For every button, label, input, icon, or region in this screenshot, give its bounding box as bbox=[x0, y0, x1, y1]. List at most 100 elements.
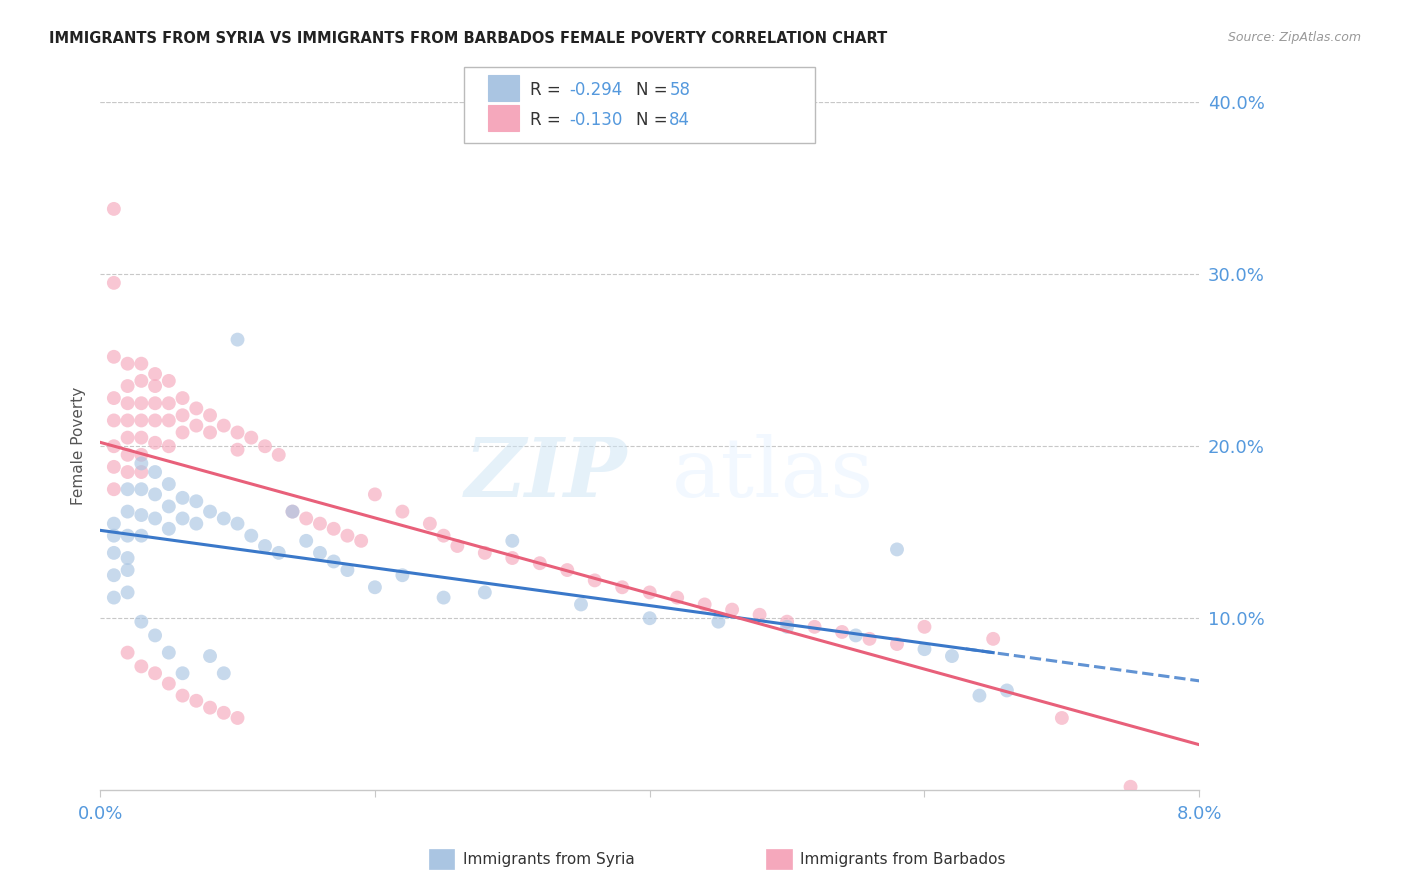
Point bbox=[226, 442, 249, 457]
Point bbox=[117, 448, 139, 462]
Point bbox=[364, 487, 387, 501]
Point bbox=[295, 533, 318, 548]
Point bbox=[240, 431, 263, 445]
Point bbox=[103, 276, 125, 290]
Point bbox=[103, 202, 125, 216]
Point bbox=[186, 694, 208, 708]
Point bbox=[172, 666, 194, 681]
Point bbox=[666, 591, 689, 605]
Point bbox=[212, 666, 235, 681]
Point bbox=[157, 374, 180, 388]
Point bbox=[529, 556, 551, 570]
Point bbox=[212, 511, 235, 525]
Point bbox=[212, 706, 235, 720]
Text: R =: R = bbox=[530, 111, 567, 128]
Y-axis label: Female Poverty: Female Poverty bbox=[72, 387, 86, 506]
Point bbox=[212, 418, 235, 433]
Point bbox=[226, 333, 249, 347]
Point bbox=[612, 580, 634, 594]
Text: Immigrants from Syria: Immigrants from Syria bbox=[463, 853, 634, 867]
Point bbox=[433, 529, 456, 543]
Point bbox=[172, 409, 194, 423]
Point bbox=[131, 529, 153, 543]
Point bbox=[776, 620, 799, 634]
Point bbox=[117, 529, 139, 543]
Point bbox=[143, 367, 166, 381]
Point bbox=[1119, 780, 1142, 794]
Text: ZIP: ZIP bbox=[465, 434, 627, 514]
Point bbox=[253, 439, 276, 453]
Point bbox=[131, 431, 153, 445]
Point bbox=[143, 379, 166, 393]
Point bbox=[638, 585, 661, 599]
Point bbox=[157, 500, 180, 514]
Point bbox=[103, 529, 125, 543]
Point bbox=[803, 620, 825, 634]
Point bbox=[198, 505, 221, 519]
Point bbox=[845, 628, 868, 642]
Point bbox=[198, 425, 221, 440]
Point bbox=[143, 435, 166, 450]
Point bbox=[131, 508, 153, 522]
Point bbox=[157, 646, 180, 660]
Point bbox=[103, 482, 125, 496]
Point bbox=[117, 646, 139, 660]
Point bbox=[131, 457, 153, 471]
Point bbox=[103, 413, 125, 427]
Point bbox=[157, 676, 180, 690]
Point bbox=[117, 505, 139, 519]
Point bbox=[117, 551, 139, 566]
Point bbox=[157, 396, 180, 410]
Point bbox=[103, 459, 125, 474]
Point bbox=[707, 615, 730, 629]
Point bbox=[995, 683, 1018, 698]
Point bbox=[226, 711, 249, 725]
Point bbox=[638, 611, 661, 625]
Point bbox=[172, 511, 194, 525]
Point bbox=[336, 563, 359, 577]
Point bbox=[143, 511, 166, 525]
Point bbox=[103, 591, 125, 605]
Point bbox=[143, 396, 166, 410]
Point bbox=[117, 379, 139, 393]
Point bbox=[198, 700, 221, 714]
Point bbox=[117, 465, 139, 479]
Point bbox=[364, 580, 387, 594]
Point bbox=[131, 615, 153, 629]
Point bbox=[240, 529, 263, 543]
Point bbox=[157, 439, 180, 453]
Point bbox=[831, 624, 853, 639]
Point bbox=[941, 648, 963, 663]
Point bbox=[501, 551, 523, 566]
Point bbox=[103, 350, 125, 364]
Point bbox=[117, 482, 139, 496]
Text: -0.130: -0.130 bbox=[569, 111, 623, 128]
Point bbox=[858, 632, 880, 646]
Point bbox=[157, 477, 180, 491]
Point bbox=[322, 522, 344, 536]
Point bbox=[295, 511, 318, 525]
Point bbox=[172, 491, 194, 505]
Point bbox=[474, 585, 496, 599]
Point bbox=[143, 413, 166, 427]
Point bbox=[131, 357, 153, 371]
Point bbox=[914, 642, 936, 657]
Point bbox=[281, 505, 304, 519]
Point bbox=[226, 516, 249, 531]
Point bbox=[172, 425, 194, 440]
Text: atlas: atlas bbox=[672, 434, 873, 514]
Point bbox=[886, 542, 908, 557]
Point bbox=[131, 374, 153, 388]
Point bbox=[253, 539, 276, 553]
Point bbox=[309, 516, 332, 531]
Point bbox=[143, 487, 166, 501]
Point bbox=[172, 391, 194, 405]
Point bbox=[157, 522, 180, 536]
Point bbox=[391, 505, 413, 519]
Point bbox=[172, 689, 194, 703]
Point bbox=[419, 516, 441, 531]
Text: N =: N = bbox=[636, 111, 672, 128]
Point bbox=[776, 615, 799, 629]
Point bbox=[186, 494, 208, 508]
Point bbox=[226, 425, 249, 440]
